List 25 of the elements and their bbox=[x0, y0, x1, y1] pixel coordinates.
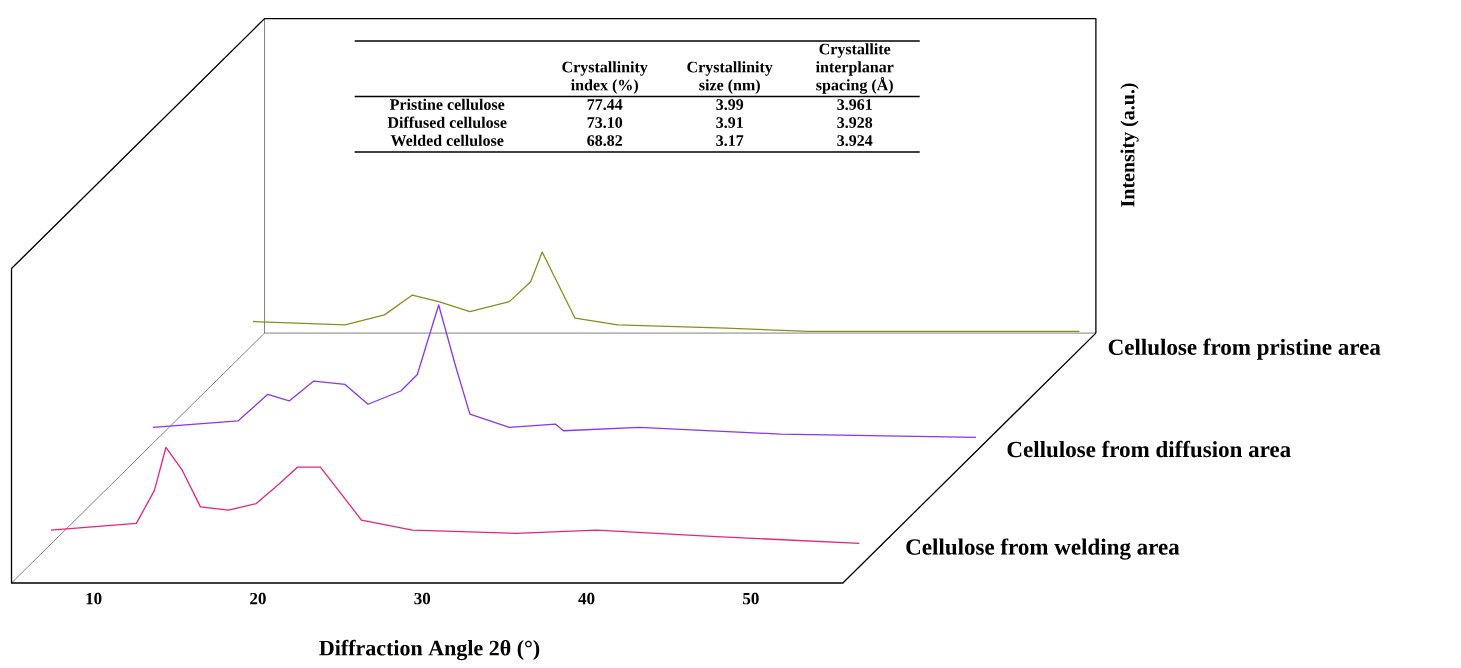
text: Cellulose from welding area bbox=[906, 538, 1180, 560]
text: Crystallinity size (nm) bbox=[687, 61, 773, 94]
text: 3.924 bbox=[837, 135, 873, 147]
text: Crystallite interplanar spacing (Å) bbox=[815, 43, 894, 94]
x-tick-label: 50 bbox=[743, 592, 759, 605]
x-tick-label: 20 bbox=[250, 592, 266, 605]
y-axis-title: Intensity (a.u.) bbox=[1120, 83, 1139, 207]
text: 3.91 bbox=[716, 117, 743, 129]
x-axis-title: Diffraction Angle 2θ (°) bbox=[319, 639, 540, 661]
text: Crystallinity index (%) bbox=[562, 61, 648, 94]
text: 73.10 bbox=[587, 117, 623, 129]
text: 3.17 bbox=[716, 135, 744, 147]
x-tick-label: 30 bbox=[414, 592, 431, 605]
text: 77.44 bbox=[587, 99, 623, 111]
text: Welded cellulose bbox=[390, 134, 504, 147]
text: Pristine cellulose bbox=[389, 98, 505, 110]
text: 3.99 bbox=[716, 99, 744, 111]
text: 3.961 bbox=[837, 99, 872, 111]
text: Diffused cellulose bbox=[387, 116, 507, 128]
text: 3.928 bbox=[837, 117, 873, 129]
text: 68.82 bbox=[587, 135, 623, 147]
series-label: Cellulose from diffusion area bbox=[1007, 440, 1291, 458]
x-tick-label: 40 bbox=[578, 592, 595, 605]
series-label: Cellulose from pristine area bbox=[1108, 338, 1381, 360]
x-tick-label: 10 bbox=[86, 592, 102, 605]
